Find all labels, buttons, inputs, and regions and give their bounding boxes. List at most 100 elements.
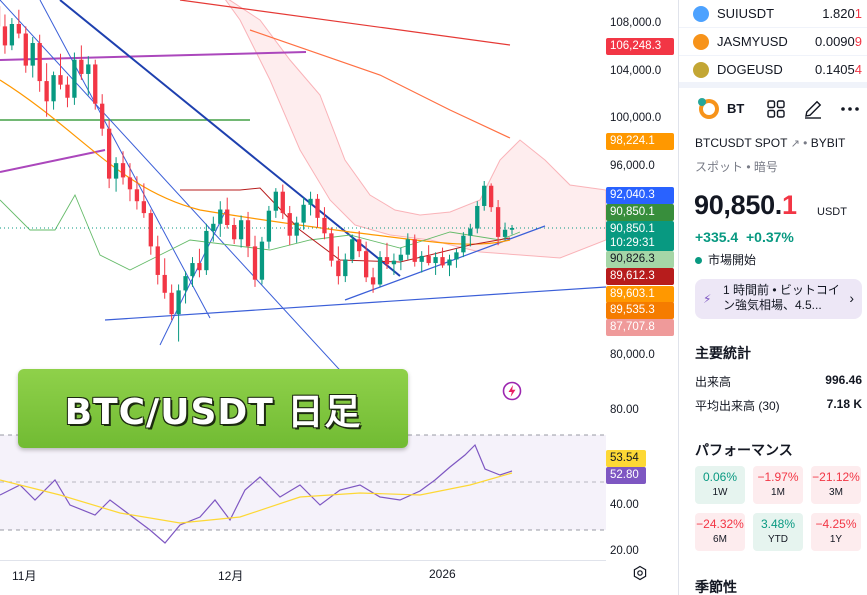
performance-tile-ytd[interactable]: 3.48% YTD (753, 513, 803, 551)
price-tick-label: 100,000.0 (610, 112, 662, 124)
price-tick-label: 104,000.0 (610, 65, 662, 77)
rsi-badge: 52.80 (606, 467, 646, 484)
rsi-pane[interactable] (0, 405, 606, 560)
right-sidebar: SUIUSDT 1.8201 JASMYUSD 0.00909 DOGEUSD … (678, 0, 867, 595)
symbol-subtitle: スポット • 暗号 (695, 160, 778, 174)
price-badge: 87,707.8 (606, 319, 674, 336)
candle (183, 276, 188, 291)
symbol-short[interactable]: BT (727, 101, 745, 116)
candle (211, 223, 216, 231)
performance-period: 3M (829, 487, 843, 498)
price-change: +335.4 +0.37% (695, 229, 794, 245)
indicator-line (0, 149, 106, 173)
performance-tile-1w[interactable]: 0.06% 1W (695, 466, 745, 504)
key-stats-title[interactable]: 主要統計 (695, 345, 751, 361)
jasmy-logo-icon (693, 33, 709, 50)
candle (9, 24, 15, 46)
candle (405, 239, 410, 255)
indicator-line (104, 286, 606, 321)
price-tick-label: 80,000.0 (610, 349, 655, 361)
performance-value: 3.48% (760, 517, 796, 531)
rsi-badge: 53.54 (606, 450, 646, 467)
candle (51, 75, 56, 102)
watchlist-price: 0.14054 (815, 62, 862, 77)
candle (169, 292, 174, 315)
grid-icon[interactable] (765, 98, 787, 120)
indicator-line (344, 225, 546, 301)
price-badge: 90,850.1 10:29:31 (606, 221, 674, 251)
price-badge: 92,040.3 (606, 187, 674, 204)
lightning-icon[interactable] (502, 381, 522, 401)
more-icon[interactable] (839, 98, 861, 120)
candle (58, 75, 63, 85)
indicator-line (249, 29, 511, 139)
performance-title[interactable]: パフォーマンス (695, 442, 793, 458)
candle (398, 254, 404, 261)
performance-tile-1y[interactable]: −4.25% 1Y (811, 513, 861, 551)
price-tick-label: 108,000.0 (610, 17, 662, 29)
stat-row-volume: 出来高 996.46 (695, 373, 862, 389)
candle (266, 210, 272, 242)
rsi-band (0, 435, 606, 530)
price-badge: 89,535.3 (606, 302, 674, 319)
watchlist-row-jasmy[interactable]: JASMYUSD 0.00909 (679, 28, 867, 56)
candle (148, 213, 153, 247)
watchlist-symbol: JASMYUSD (717, 34, 788, 49)
price-badge: 106,248.3 (606, 38, 674, 55)
candle (495, 207, 501, 237)
candle (377, 257, 383, 285)
performance-tile-3m[interactable]: −21.12% 3M (811, 466, 861, 504)
price-axis[interactable]: 108,000.0 104,000.0 100,000.0 96,000.0 80,00… (606, 0, 676, 595)
price-badge: 98,224.1 (606, 133, 674, 150)
news-card[interactable]: ⚡ 1 時間前 • ビットコイン強気相場、4.5... › (695, 279, 862, 319)
sidebar-divider (679, 82, 867, 88)
indicator-line (0, 193, 521, 271)
candle (44, 81, 49, 102)
candle (280, 191, 285, 214)
btc-logo-icon (698, 98, 719, 119)
chevron-right-icon[interactable]: › (849, 290, 854, 306)
candle (350, 239, 355, 260)
watchlist-row-doge[interactable]: DOGEUSD 0.14054 (679, 56, 867, 84)
candle (370, 277, 376, 285)
rsi-tick-label: 40.00 (610, 499, 639, 511)
candle (502, 229, 508, 237)
candle (162, 274, 167, 293)
candle (308, 198, 313, 205)
sui-logo-icon (693, 5, 709, 22)
time-axis[interactable]: 11月 12月 2026 (0, 560, 606, 595)
edit-icon[interactable] (802, 98, 824, 120)
time-label-dec: 12月 (218, 569, 244, 583)
candle (315, 198, 320, 218)
external-link-icon[interactable]: ↗ (790, 138, 800, 150)
rsi-line (0, 443, 513, 544)
candle (482, 185, 487, 206)
candle (412, 239, 417, 262)
candlestick-chart[interactable] (0, 0, 606, 405)
candle (23, 33, 28, 66)
rsi-tick-label: 80.00 (610, 404, 639, 416)
price-badge: 90,826.3 (606, 251, 674, 268)
last-price: 90,850.1 (694, 190, 797, 220)
candle (461, 235, 466, 253)
candle (238, 220, 244, 240)
overlay-title-banner: BTC/USDT 日足 (18, 369, 408, 448)
performance-period: 1Y (829, 534, 843, 545)
watchlist-row-sui[interactable]: SUIUSDT 1.8201 (679, 0, 867, 28)
candle (468, 228, 473, 236)
settings-icon[interactable] (632, 565, 648, 581)
performance-period: YTD (768, 534, 788, 545)
price-chart[interactable]: 11月 12月 2026 BTC/USDT 日足 (0, 0, 606, 595)
candle (134, 189, 140, 202)
indicator-line (179, 0, 511, 46)
candle (433, 257, 438, 264)
performance-tile-6m[interactable]: −24.32% 6M (695, 513, 745, 551)
candle (120, 163, 126, 178)
stat-row-avg-volume: 平均出来高 (30) 7.18 K (695, 397, 862, 413)
symbol-full-name[interactable]: BTCUSDT SPOT ↗ • BYBIT (695, 136, 846, 150)
performance-tile-1m[interactable]: −1.97% 1M (753, 466, 803, 504)
candle (245, 220, 251, 247)
status-dot-icon (695, 257, 702, 265)
candle (475, 205, 480, 229)
seasonality-title[interactable]: 季節性 (695, 579, 737, 595)
